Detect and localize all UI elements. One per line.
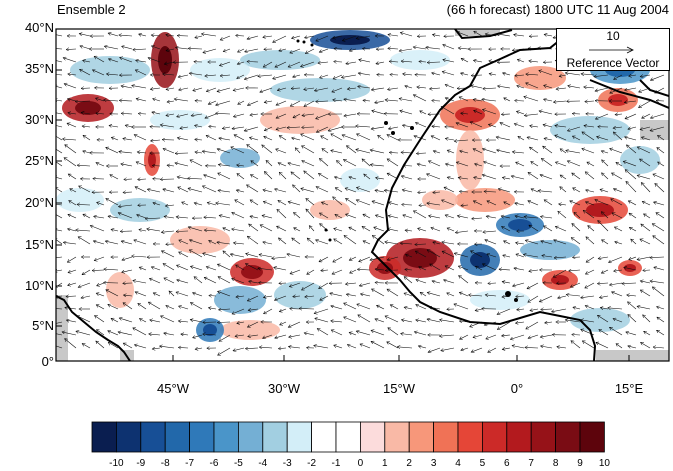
lat-label: 35°N [24, 61, 54, 76]
forecast-time-title: (66 h forecast) 1800 UTC 11 Aug 2004 [446, 2, 669, 17]
colorbar-swatch [359, 421, 386, 453]
reference-label: Reference Vector [566, 56, 660, 70]
lon-label: 30°W [268, 381, 300, 396]
lat-label: 5°N [32, 318, 54, 333]
colorbar-swatch [286, 421, 313, 453]
colorbar-label: 9 [577, 458, 583, 469]
colorbar-label: 2 [406, 458, 412, 469]
colorbar-label: -7 [185, 458, 195, 469]
colorbar-label: 5 [479, 458, 486, 469]
colorbar-label: 3 [430, 458, 437, 469]
colorbar [91, 421, 605, 453]
axis-ticks [56, 28, 630, 362]
colorbar-swatch [433, 421, 459, 453]
colorbar-label: -1 [331, 458, 341, 469]
reference-vector-legend: 10 Reference Vector [556, 28, 670, 71]
colorbar-swatch [140, 421, 166, 453]
islands [296, 39, 518, 302]
colorbar-swatch [408, 421, 435, 453]
colorbar-label: -5 [233, 458, 243, 469]
colorbar-swatch [506, 421, 532, 453]
colorbar-swatch [237, 421, 264, 453]
ensemble-title: Ensemble 2 [57, 2, 126, 17]
lat-label: 20°N [24, 195, 54, 210]
colorbar-label: -3 [282, 458, 292, 469]
colorbar-label: 1 [382, 458, 388, 469]
colorbar-label: 10 [598, 458, 610, 469]
coastline [56, 29, 669, 361]
colorbar-label: 6 [504, 458, 510, 469]
reference-magnitude: 10 [606, 29, 620, 43]
colorbar-label: -2 [307, 458, 317, 469]
colorbar-label: 0 [357, 458, 364, 469]
lat-label: 30°N [24, 112, 54, 127]
colorbar-swatch [530, 421, 557, 453]
reference-arrow-icon [589, 46, 634, 54]
lon-label: 0° [510, 381, 524, 396]
lon-label: 45°W [157, 381, 189, 396]
colorbar-label: -10 [109, 458, 124, 469]
colorbar-swatch [213, 421, 239, 453]
colorbar-label: -6 [209, 458, 219, 469]
colorbar-swatch [481, 421, 508, 453]
colorbar-label: -4 [258, 458, 268, 469]
map-frame [55, 28, 670, 362]
colorbar-swatch [579, 421, 605, 453]
anomaly-shading [56, 30, 660, 342]
colorbar-swatch [311, 421, 337, 453]
colorbar-swatch [457, 421, 483, 453]
colorbar-swatch [335, 421, 361, 453]
colorbar-swatch [262, 421, 288, 453]
lon-label: 15°W [383, 381, 415, 396]
colorbar-swatch [164, 421, 190, 453]
lat-label: 25°N [24, 153, 54, 168]
colorbar-label: 4 [455, 458, 461, 469]
lat-label: 10°N [24, 278, 54, 293]
lat-label: 0° [41, 354, 54, 369]
colorbar-swatch [91, 421, 117, 453]
wind-vectors [56, 31, 665, 355]
colorbar-label: 7 [528, 458, 534, 469]
lon-label: 15°E [614, 381, 644, 396]
colorbar-label: -8 [160, 458, 170, 469]
lat-label: 40°N [24, 20, 54, 35]
map-background [56, 29, 669, 361]
colorbar-label: 8 [552, 458, 559, 469]
colorbar-swatch [555, 421, 581, 453]
colorbar-swatch [384, 421, 410, 453]
colorbar-swatch [116, 421, 142, 453]
colorbar-swatch [189, 421, 215, 453]
lat-label: 15°N [24, 237, 54, 252]
colorbar-label: -9 [136, 458, 146, 469]
